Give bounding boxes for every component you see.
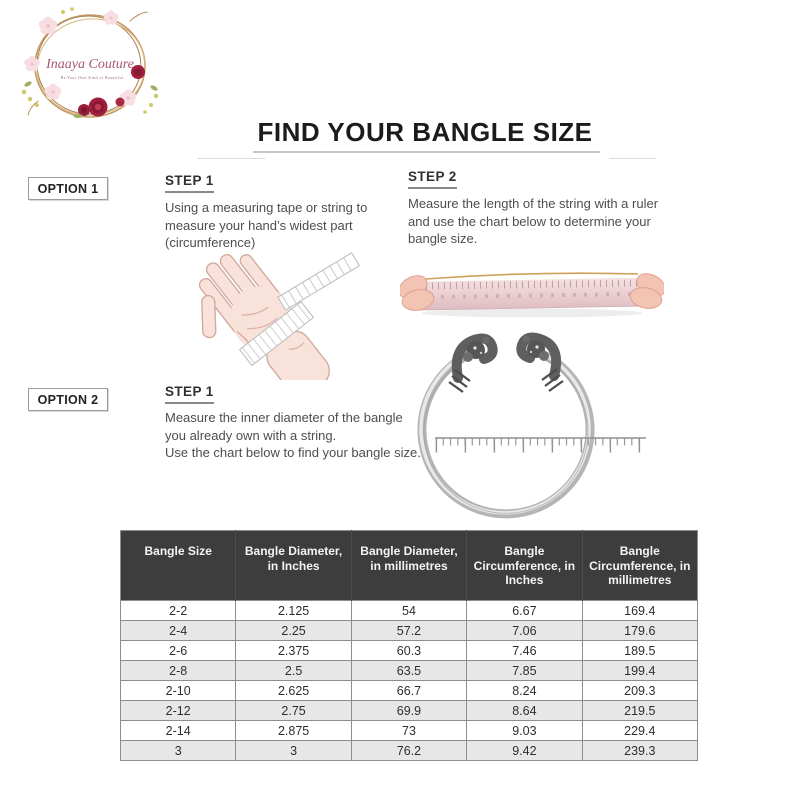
option-2-step-1-line2: Use the chart below to find your bangle … [165,445,421,460]
option-2-step-1-heading: STEP 1 [165,384,214,404]
table-row: 2-4 2.25 57.2 7.06 179.6 [119,620,699,641]
table-header-row: Bangle Size Bangle Diameter, in Inches B… [120,530,698,601]
cell: 169.4 [581,600,699,621]
right-fingers [629,273,664,309]
cell: 209.3 [581,680,699,701]
cell: 2-10 [119,680,237,701]
cell: 7.46 [466,640,583,661]
cell: 2.5 [235,660,352,681]
table-row: 2-6 2.375 60.3 7.46 189.5 [119,640,699,661]
shadow [422,308,642,318]
cell: 57.2 [350,620,468,641]
cell: 73 [350,720,468,741]
cell: 60.3 [350,640,468,661]
table-row: 2-12 2.75 69.9 8.64 219.5 [119,700,699,721]
header-bangle-size: Bangle Size [120,530,237,601]
header-circumference-mm: Bangle Circumference, in millimetres [582,530,698,601]
brand-tagline: Be Your Own Kind of Beautiful [61,75,124,80]
ruler-body [415,276,647,311]
cell: 2.625 [235,680,352,701]
cell: 3 [235,740,352,761]
string-line [425,272,639,280]
step-1-text: Using a measuring tape or string to meas… [165,200,368,250]
page-title: FIND YOUR BANGLE SIZE [257,117,593,147]
cell: 2.125 [235,600,352,621]
cell: 2.375 [235,640,352,661]
cell: 2.875 [235,720,352,741]
ruler-scale [435,437,646,453]
cell: 2-14 [119,720,237,741]
bangle-measurement-image [417,332,646,519]
option-2-step-1-line1: Measure the inner diameter of the bangle… [165,410,403,443]
left-fingers [400,275,435,311]
brand-logo: Inaaya Couture Be Your Own Kind of Beaut… [21,7,159,118]
cell: 229.4 [581,720,699,741]
option-2-badge: OPTION 2 [28,388,108,411]
bangle-ring [417,347,595,519]
cell: 3 [119,740,237,761]
cell: 179.6 [581,620,699,641]
cell: 8.24 [466,680,583,701]
option-1-badge: OPTION 1 [28,177,108,200]
cell: 189.5 [581,640,699,661]
cell: 2-12 [119,700,237,721]
cell: 7.06 [466,620,583,641]
header-circumference-inches: Bangle Circumference, in Inches [466,530,583,601]
step-2-heading: STEP 2 [408,169,457,189]
string-ruler-image [400,272,664,318]
decorative-line [609,158,656,159]
brand-name: Inaaya Couture [45,57,134,72]
cell: 69.9 [350,700,468,721]
table-row: 2-2 2.125 54 6.67 169.4 [119,600,699,621]
right-head-ornament [516,332,564,392]
cell: 54 [350,600,468,621]
cell: 6.67 [466,600,583,621]
cell: 8.64 [466,700,583,721]
cell: 76.2 [350,740,468,761]
cell: 7.85 [466,660,583,681]
cell: 9.42 [466,740,583,761]
cell: 2-6 [119,640,237,661]
left-head-ornament [448,333,498,393]
decorative-line [197,158,265,159]
cell: 199.4 [581,660,699,681]
option-2-label: OPTION 2 [37,392,99,407]
leaves-berries [21,7,159,118]
table-row: 2-14 2.875 73 9.03 229.4 [119,720,699,741]
cell: 9.03 [466,720,583,741]
cell: 66.7 [350,680,468,701]
cell: 63.5 [350,660,468,681]
cell: 219.5 [581,700,699,721]
red-roses [78,65,145,117]
table-row: 2-8 2.5 63.5 7.85 199.4 [119,660,699,681]
cell: 239.3 [581,740,699,761]
hand-shape [198,254,330,380]
table-row: 3 3 76.2 9.42 239.3 [119,740,699,761]
size-chart-table: Bangle Size Bangle Diameter, in Inches B… [119,530,699,761]
step-2-text: Measure the length of the string with a … [408,196,659,246]
step-1-heading: STEP 1 [165,173,214,193]
table-row: 2-10 2.625 66.7 8.24 209.3 [119,680,699,701]
option-1-label: OPTION 1 [37,181,99,196]
cell: 2-8 [119,660,237,681]
option-2-step-1-text: Measure the inner diameter of the bangle… [165,409,423,462]
header-diameter-inches: Bangle Diameter, in Inches [235,530,352,601]
title-underline [253,151,600,153]
pink-flowers [24,10,137,106]
header-diameter-mm: Bangle Diameter, in millimetres [351,530,468,601]
cell: 2.25 [235,620,352,641]
cell: 2.75 [235,700,352,721]
cell: 2-2 [119,600,237,621]
hand-measurement-illustration [198,252,361,380]
tape-extension [277,252,361,311]
tape-band [239,301,314,366]
cell: 2-4 [119,620,237,641]
